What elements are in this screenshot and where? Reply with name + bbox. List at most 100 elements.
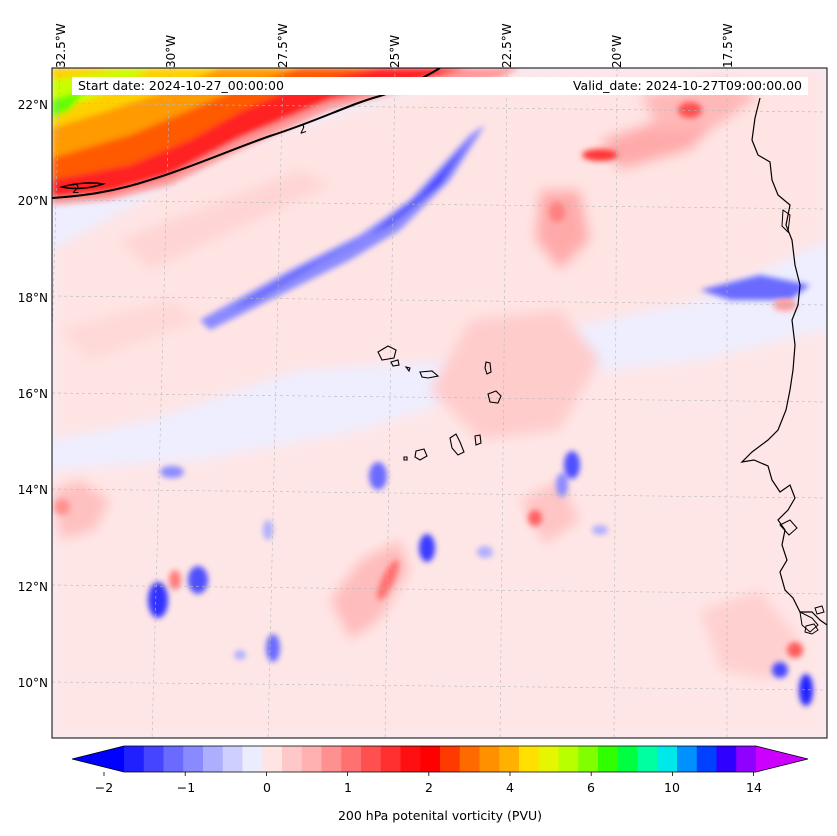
colorbar-swatch bbox=[716, 746, 737, 772]
colorbar-swatch bbox=[519, 746, 540, 772]
island-sao-nicolau bbox=[419, 370, 440, 379]
pv-blue-blob bbox=[188, 566, 208, 594]
lat-label-16n: 16°N bbox=[17, 387, 48, 401]
colorbar-extend-min bbox=[72, 746, 124, 772]
colorbar-swatch bbox=[143, 746, 164, 772]
pv-red-blob bbox=[678, 102, 702, 118]
colorbar-tick-label: −2 bbox=[94, 780, 114, 795]
pv-blue-blob bbox=[234, 650, 246, 660]
colorbar-label: 200 hPa potenital vorticity (PVU) bbox=[337, 808, 543, 823]
pv-pink-patch bbox=[535, 190, 590, 270]
colorbar-swatch bbox=[598, 746, 619, 772]
colorbar bbox=[71, 745, 809, 776]
lon-label-17-5w: 17.5°W bbox=[721, 23, 735, 68]
colorbar-swatch bbox=[736, 746, 757, 772]
colorbar-swatch bbox=[203, 746, 224, 772]
lat-label-10n: 10°N bbox=[17, 676, 48, 690]
coast-inlet bbox=[781, 209, 791, 234]
lon-label-20w: 20°W bbox=[610, 34, 624, 68]
colorbar-tick-label: 2 bbox=[425, 780, 433, 795]
pv-pink-patch bbox=[60, 300, 200, 360]
pv-blue-blob bbox=[772, 662, 788, 678]
colorbar-swatch bbox=[341, 746, 362, 772]
island-sao-vicente bbox=[390, 359, 400, 367]
colorbar-swatch bbox=[183, 746, 204, 772]
contour-label: 2 bbox=[297, 121, 309, 137]
lat-label-18n: 18°N bbox=[17, 291, 48, 305]
lat-label-14n: 14°N bbox=[17, 483, 48, 497]
pv-red-blob bbox=[528, 510, 542, 526]
pv-pink-patch bbox=[52, 480, 110, 540]
pv-2-contour-small bbox=[58, 182, 107, 190]
colorbar-outline bbox=[71, 745, 809, 773]
pv-blue-blob bbox=[160, 466, 184, 478]
colorbar-swatch bbox=[282, 746, 303, 772]
colorbar-swatch bbox=[440, 746, 461, 772]
lat-label-22n: 22°N bbox=[17, 98, 48, 112]
pv-blue-blob bbox=[369, 462, 387, 490]
colorbar-swatch bbox=[677, 746, 698, 772]
meridian-line bbox=[267, 68, 284, 738]
pv-blue-field bbox=[148, 125, 813, 706]
colorbar-tick-label: 10 bbox=[664, 780, 680, 795]
colorbar-tick-label: 1 bbox=[344, 780, 352, 795]
colorbar-swatch bbox=[696, 746, 717, 772]
coast-bijagos bbox=[804, 623, 819, 635]
colorbar-swatch bbox=[479, 746, 500, 772]
colorbar-swatch bbox=[400, 746, 421, 772]
pv-blue-filament bbox=[700, 275, 810, 300]
pv-red-blob bbox=[773, 299, 797, 311]
colorbar-swatch bbox=[637, 746, 658, 772]
colorbar-tick-label: 0 bbox=[263, 780, 271, 795]
pv-blue-blob bbox=[419, 534, 435, 562]
pv-pink-patch bbox=[430, 310, 600, 440]
pv-blue-blob bbox=[799, 674, 813, 706]
lon-label-25w: 25°W bbox=[388, 34, 402, 68]
lat-label-12n: 12°N bbox=[17, 580, 48, 594]
african-coastline bbox=[740, 97, 827, 626]
coast-inlet bbox=[779, 519, 798, 536]
colorbar-tick-label: 14 bbox=[746, 780, 762, 795]
colorbar-swatch bbox=[262, 746, 283, 772]
colorbar-swatch bbox=[420, 746, 441, 772]
meridian-line bbox=[151, 68, 171, 738]
coast-bijagos bbox=[814, 605, 825, 615]
colorbar-swatch bbox=[538, 746, 559, 772]
pv-blue-blob bbox=[564, 451, 580, 479]
island-brava bbox=[403, 456, 408, 461]
pv-red-blob bbox=[549, 202, 565, 222]
pv-jet-band bbox=[52, 90, 85, 118]
colorbar-tick-label: 4 bbox=[506, 780, 514, 795]
pv-pink-patch bbox=[52, 330, 827, 738]
meridian-line bbox=[613, 68, 618, 738]
pv-pink-field bbox=[52, 68, 827, 738]
pv-blue-blob bbox=[592, 525, 608, 535]
colorbar-swatch bbox=[657, 746, 678, 772]
valid-date-label: Valid_date: 2024-10-27T09:00:00.00 bbox=[522, 77, 808, 95]
pv-blue-blob bbox=[556, 473, 568, 497]
pv-pink-patch bbox=[120, 170, 330, 270]
map-area bbox=[52, 68, 827, 738]
colorbar-swatch bbox=[222, 746, 243, 772]
start-date-label: Start date: 2024-10-27_00:00:00 bbox=[72, 77, 528, 95]
colorbar-swatch bbox=[380, 746, 401, 772]
pv-red-blob bbox=[169, 570, 181, 590]
pv-red-streaks bbox=[54, 102, 803, 658]
lon-label-30w: 30°W bbox=[164, 34, 178, 68]
colorbar-swatch bbox=[459, 746, 480, 772]
island-fogo bbox=[414, 448, 428, 461]
colorbar-swatch bbox=[301, 746, 322, 772]
colorbar-tick-label: 6 bbox=[587, 780, 595, 795]
colorbar-swatch bbox=[124, 746, 145, 772]
pv-red-blob bbox=[787, 642, 803, 658]
pv-red-blob bbox=[377, 559, 399, 601]
pv-red-blob bbox=[582, 149, 618, 161]
colorbar-swatch bbox=[163, 746, 184, 772]
lat-label-20n: 20°N bbox=[17, 194, 48, 208]
island-santo-antao bbox=[377, 345, 397, 361]
meridian-line bbox=[384, 68, 396, 738]
lon-label-22-5w: 22.5°W bbox=[500, 23, 514, 68]
colorbar-swatch bbox=[242, 746, 263, 772]
